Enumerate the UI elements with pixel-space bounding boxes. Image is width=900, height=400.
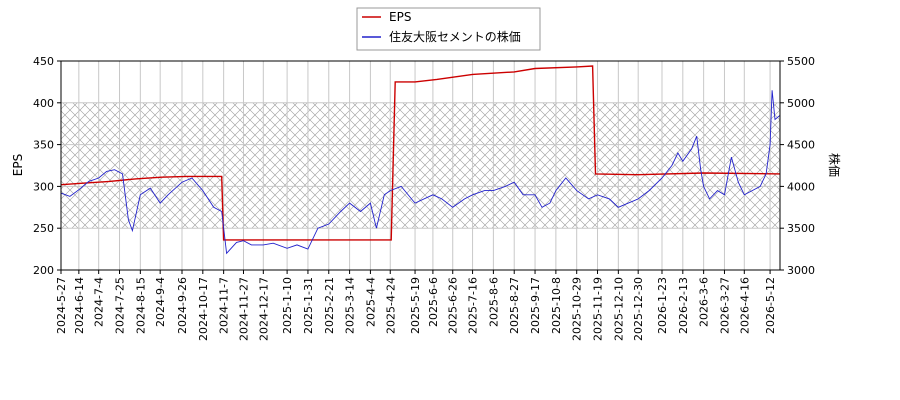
series-layer (61, 65, 780, 255)
x-tick-label: 2026-4-16 (738, 277, 751, 334)
x-tick-label: 2025-1-31 (302, 277, 315, 334)
x-tick-label: 2025-11-19 (592, 277, 605, 341)
y-right-tick-label: 4000 (787, 180, 815, 193)
x-tick-label: 2026-3-27 (718, 277, 731, 334)
series-line-price (61, 90, 780, 255)
x-tick-label: 2025-9-17 (529, 277, 542, 334)
x-tick-label: 2025-3-14 (344, 277, 357, 334)
legend-label-eps: EPS (389, 10, 411, 24)
x-tick-label: 2025-1-10 (281, 277, 294, 334)
plot-frame (60, 60, 781, 271)
x-tick-label: 2024-5-27 (55, 277, 68, 334)
y-right-tick-label: 5000 (787, 97, 815, 110)
y-left-tick-label: 450 (33, 55, 54, 68)
x-tick-label: 2026-2-13 (677, 277, 690, 334)
y-left-tick-label: 250 (33, 222, 54, 235)
y-right-tick-label: 4500 (787, 139, 815, 152)
x-tick-label: 2024-6-14 (73, 277, 86, 334)
x-tick-label: 2024-7-25 (114, 277, 127, 334)
x-tick-label: 2025-12-30 (632, 277, 645, 341)
x-tick-label: 2024-11-7 (218, 277, 231, 334)
series-line-eps (61, 65, 780, 241)
x-tick-label: 2025-12-10 (612, 277, 625, 341)
x-tick-label: 2025-4-4 (364, 277, 377, 327)
x-tick-label: 2025-7-16 (467, 277, 480, 334)
x-tick-label: 2024-8-15 (134, 277, 147, 334)
y-right-tick-label: 3000 (787, 264, 815, 277)
y-left-tick-label: 200 (33, 264, 54, 277)
x-tick-label: 2025-2-21 (323, 277, 336, 334)
x-tick-label: 2025-4-24 (384, 277, 397, 334)
hatched-band (61, 102, 780, 229)
band-fill (61, 102, 780, 229)
x-tick-label: 2025-8-6 (487, 277, 500, 327)
x-tick-label: 2026-1-23 (656, 277, 669, 334)
x-tick-label: 2026-5-12 (764, 277, 777, 334)
y-left-axis-title: EPS (11, 154, 25, 176)
legend-box (356, 7, 541, 51)
x-tick-label: 2024-10-17 (197, 277, 210, 341)
x-tick-label: 2024-12-17 (257, 277, 270, 341)
y-right-tick-label: 3500 (787, 222, 815, 235)
y-left-tick-label: 300 (33, 180, 54, 193)
legend: EPS 住友大阪セメントの株価 (356, 7, 541, 51)
y-left-tick-label: 400 (33, 97, 54, 110)
y-left-tick-label: 350 (33, 139, 54, 152)
x-tick-label: 2025-5-19 (409, 277, 422, 334)
x-tick-label: 2025-8-27 (508, 277, 521, 334)
legend-label-price: 住友大阪セメントの株価 (389, 29, 521, 44)
grid (60, 60, 780, 271)
x-tick-label: 2026-3-6 (698, 277, 711, 327)
x-tick-label: 2024-7-4 (93, 277, 106, 327)
x-tick-label: 2024-9-4 (154, 277, 167, 327)
y-right-tick-label: 5500 (787, 55, 815, 68)
x-tick-label: 2024-11-27 (237, 277, 250, 341)
x-tick-label: 2025-6-6 (427, 277, 440, 327)
y-right-axis-title: 株価 (827, 153, 842, 177)
x-tick-label: 2025-10-29 (571, 277, 584, 341)
ticks: 200 250 300 350 400 450 3000 3500 4000 4500 5000 55… (33, 55, 815, 341)
x-tick-label: 2024-9-26 (176, 277, 189, 334)
x-tick-label: 2025-10-8 (550, 277, 563, 334)
x-tick-label: 2025-6-26 (447, 277, 460, 334)
